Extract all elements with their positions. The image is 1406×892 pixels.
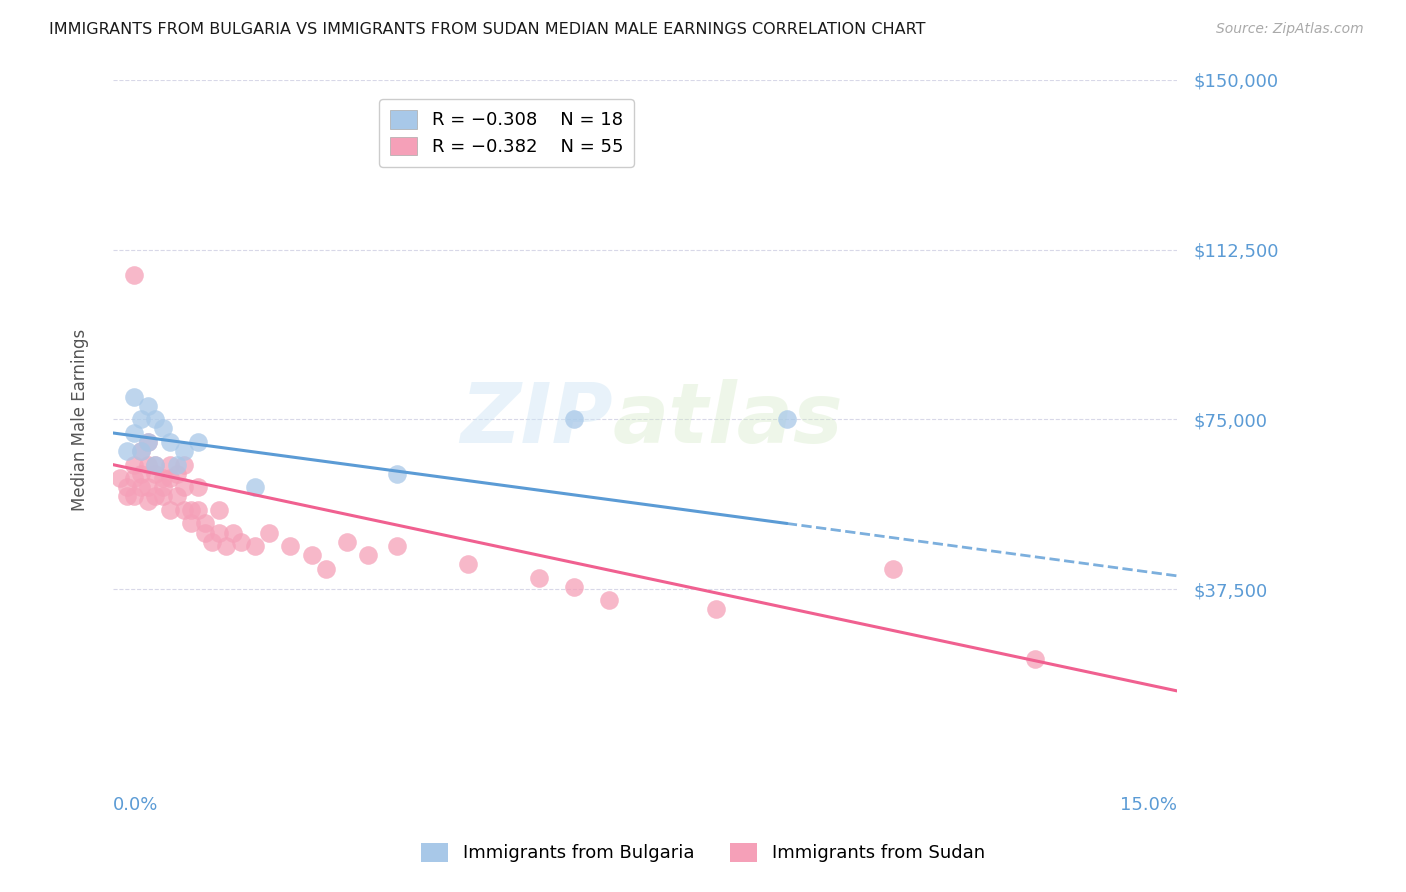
Point <box>527 571 550 585</box>
Point <box>152 471 174 485</box>
Y-axis label: Median Male Earnings: Median Male Earnings <box>72 328 89 510</box>
Point <box>598 593 620 607</box>
Point <box>187 435 209 450</box>
Point <box>187 480 209 494</box>
Point <box>180 516 202 531</box>
Text: Source: ZipAtlas.com: Source: ZipAtlas.com <box>1216 22 1364 37</box>
Legend: Immigrants from Bulgaria, Immigrants from Sudan: Immigrants from Bulgaria, Immigrants fro… <box>413 836 993 870</box>
Point <box>215 539 238 553</box>
Point <box>166 458 188 472</box>
Point <box>194 516 217 531</box>
Point <box>173 458 195 472</box>
Point <box>108 471 131 485</box>
Point <box>115 489 138 503</box>
Point <box>457 558 479 572</box>
Point <box>145 467 167 481</box>
Point <box>222 525 245 540</box>
Point <box>776 412 799 426</box>
Point <box>1024 652 1046 666</box>
Text: IMMIGRANTS FROM BULGARIA VS IMMIGRANTS FROM SUDAN MEDIAN MALE EARNINGS CORRELATI: IMMIGRANTS FROM BULGARIA VS IMMIGRANTS F… <box>49 22 925 37</box>
Point <box>243 480 266 494</box>
Point <box>173 444 195 458</box>
Point <box>385 539 408 553</box>
Point <box>357 548 380 562</box>
Point <box>122 489 145 503</box>
Point <box>257 525 280 540</box>
Point <box>208 525 231 540</box>
Text: 0.0%: 0.0% <box>112 797 159 814</box>
Point <box>159 435 181 450</box>
Point <box>136 458 159 472</box>
Point <box>145 458 167 472</box>
Point <box>122 458 145 472</box>
Point <box>122 471 145 485</box>
Point <box>136 435 159 450</box>
Point <box>194 525 217 540</box>
Point <box>173 503 195 517</box>
Point <box>159 503 181 517</box>
Point <box>201 534 224 549</box>
Point <box>136 399 159 413</box>
Point <box>166 489 188 503</box>
Point <box>115 480 138 494</box>
Point <box>152 480 174 494</box>
Point <box>129 412 152 426</box>
Point <box>129 480 152 494</box>
Point <box>152 489 174 503</box>
Legend: R = −0.308    N = 18, R = −0.382    N = 55: R = −0.308 N = 18, R = −0.382 N = 55 <box>380 99 634 167</box>
Point <box>301 548 323 562</box>
Point <box>136 493 159 508</box>
Point <box>208 503 231 517</box>
Point <box>129 444 152 458</box>
Point <box>562 580 585 594</box>
Point <box>315 562 337 576</box>
Point <box>122 390 145 404</box>
Point <box>336 534 359 549</box>
Point <box>129 467 152 481</box>
Point <box>115 444 138 458</box>
Point <box>882 562 904 576</box>
Point <box>159 458 181 472</box>
Point <box>278 539 301 553</box>
Point <box>122 425 145 440</box>
Point <box>180 503 202 517</box>
Point <box>562 412 585 426</box>
Point <box>229 534 252 549</box>
Point <box>187 503 209 517</box>
Point <box>136 435 159 450</box>
Point <box>385 467 408 481</box>
Point <box>145 412 167 426</box>
Point <box>122 268 145 282</box>
Point <box>145 458 167 472</box>
Point <box>243 539 266 553</box>
Point <box>152 421 174 435</box>
Point <box>129 444 152 458</box>
Text: atlas: atlas <box>613 379 844 460</box>
Point <box>159 471 181 485</box>
Point <box>136 480 159 494</box>
Point <box>166 467 188 481</box>
Text: ZIP: ZIP <box>460 379 613 460</box>
Point <box>704 602 727 616</box>
Point <box>145 489 167 503</box>
Text: 15.0%: 15.0% <box>1121 797 1177 814</box>
Point <box>173 480 195 494</box>
